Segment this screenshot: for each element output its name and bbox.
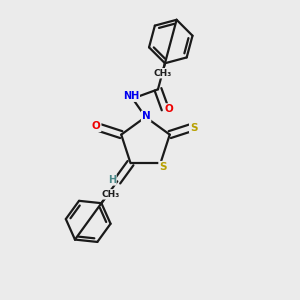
- Text: CH₃: CH₃: [153, 69, 172, 78]
- Text: CH₃: CH₃: [102, 190, 120, 199]
- Text: N: N: [142, 111, 151, 122]
- Text: H: H: [108, 175, 116, 185]
- Text: O: O: [92, 121, 100, 131]
- Text: S: S: [159, 162, 166, 172]
- Text: S: S: [190, 123, 197, 133]
- Text: O: O: [164, 104, 173, 114]
- Text: NH: NH: [123, 91, 139, 101]
